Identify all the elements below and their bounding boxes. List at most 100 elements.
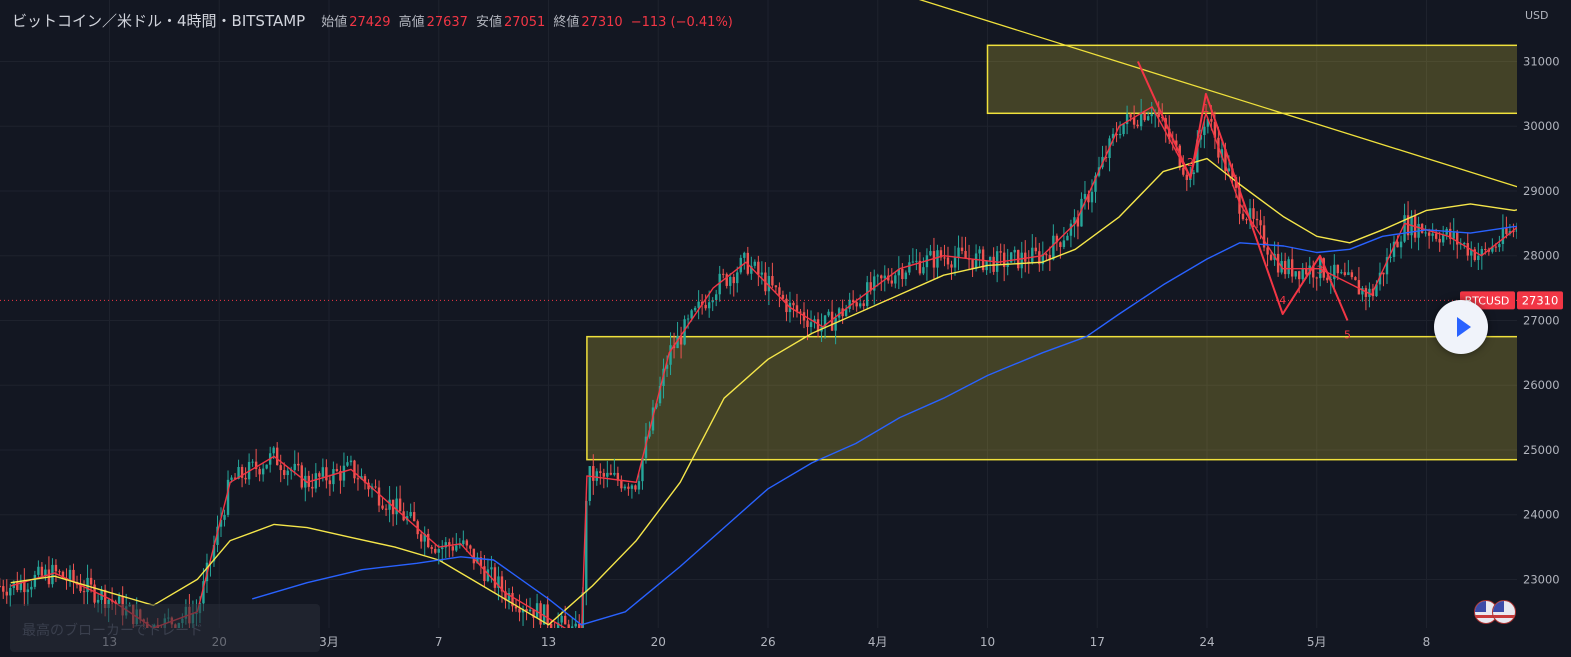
- elliott-wave-path[interactable]: [1136, 61, 1349, 321]
- candle-body: [360, 476, 363, 480]
- candle-body: [1241, 213, 1245, 220]
- candle-body: [507, 592, 511, 601]
- candle-body: [44, 569, 47, 576]
- candle-body: [876, 275, 879, 277]
- ema-mid-line[interactable]: [10, 157, 1571, 626]
- candle-body: [1143, 112, 1146, 121]
- candle-body: [37, 566, 40, 575]
- broker-banner[interactable]: 最高のブローカーでトレード: [10, 604, 320, 652]
- candle-body: [1530, 209, 1532, 218]
- x-tick-label: 24: [1199, 635, 1214, 649]
- price-tag-value: 27310: [1522, 293, 1559, 307]
- candle-body: [1210, 118, 1213, 122]
- candle-body: [40, 566, 44, 576]
- candle-body: [356, 478, 360, 480]
- candle-body: [339, 471, 342, 481]
- candle-body: [283, 470, 286, 476]
- grid: [0, 0, 1517, 628]
- candle-body: [1182, 167, 1185, 175]
- candle-body: [300, 465, 303, 488]
- candle-body: [353, 460, 356, 479]
- candle-body: [1544, 207, 1546, 212]
- candle-body: [894, 275, 897, 284]
- candle-body: [1389, 256, 1392, 258]
- candle-body: [1515, 226, 1517, 232]
- candle-body: [718, 273, 721, 295]
- candle-body: [1456, 232, 1459, 245]
- candle-body: [1031, 247, 1034, 264]
- ema-short-line[interactable]: [10, 106, 1571, 638]
- candle-body: [346, 462, 349, 466]
- candle-body: [1125, 114, 1129, 125]
- candle-body: [286, 470, 289, 476]
- candle-body: [518, 608, 521, 613]
- candle-body: [915, 260, 918, 262]
- candle-body: [1305, 268, 1308, 275]
- candle-body: [679, 335, 683, 345]
- candle-body: [1069, 223, 1073, 236]
- candle-body: [500, 576, 504, 592]
- candle-body: [1336, 264, 1340, 274]
- candle-body: [72, 569, 75, 582]
- candle-body: [813, 319, 816, 323]
- candle-body: [827, 311, 830, 316]
- x-tick-label: 13: [541, 635, 556, 649]
- candle-body: [465, 540, 469, 546]
- candle-body: [771, 276, 774, 286]
- candle-body: [279, 465, 282, 471]
- candle-body: [722, 273, 725, 275]
- candle-body: [571, 626, 574, 628]
- candle-body: [929, 251, 932, 256]
- candle-body: [943, 257, 946, 259]
- candle-body: [960, 247, 964, 251]
- candle-body: [693, 307, 697, 311]
- candle-body: [1512, 231, 1515, 233]
- candle-body: [1540, 204, 1542, 212]
- candle-body: [525, 608, 528, 612]
- candle-body: [855, 302, 858, 307]
- low-value: 27051: [503, 15, 546, 30]
- candle-body: [901, 269, 904, 280]
- candle-body: [493, 567, 497, 588]
- candle-body: [823, 315, 827, 327]
- candle-body: [890, 280, 893, 284]
- symbol-title[interactable]: ビットコイン／米ドル・4時間・BITSTAMP: [12, 12, 306, 30]
- candle-body: [1055, 235, 1059, 243]
- y-tick-label: 30000: [1523, 119, 1560, 133]
- candle-body: [844, 308, 848, 317]
- candle-body: [795, 305, 799, 312]
- candle-body: [644, 436, 648, 458]
- candle-body: [2, 586, 5, 592]
- candle-body: [1185, 174, 1189, 180]
- close-value: 27310: [581, 15, 623, 30]
- resistance-support-zone[interactable]: [586, 335, 1571, 461]
- candle-body: [54, 564, 58, 572]
- candle-body: [1083, 193, 1087, 199]
- candle-body: [261, 468, 265, 475]
- candle-body: [1118, 134, 1122, 136]
- ema-long-line[interactable]: [252, 223, 1571, 626]
- candle-body: [578, 623, 581, 628]
- candle-body: [1441, 234, 1445, 243]
- y-tick-label: 28000: [1523, 249, 1560, 263]
- trend-line[interactable]: [911, 0, 1571, 241]
- resistance-support-zone[interactable]: [986, 44, 1571, 115]
- candle-body: [1076, 217, 1080, 227]
- candle-body: [992, 256, 995, 272]
- candle-body: [957, 247, 960, 258]
- candle-body: [953, 257, 957, 268]
- candle-body: [1357, 280, 1361, 295]
- currency-flags[interactable]: [1474, 600, 1518, 624]
- play-button[interactable]: [1434, 300, 1488, 354]
- candle-body: [265, 464, 268, 469]
- candle-body: [1111, 133, 1115, 139]
- candle-body: [1224, 149, 1227, 172]
- candle-body: [469, 545, 472, 549]
- candle-body: [521, 608, 525, 613]
- candle-body: [1041, 254, 1045, 265]
- candle-body: [1431, 233, 1434, 236]
- candle-body: [648, 430, 651, 437]
